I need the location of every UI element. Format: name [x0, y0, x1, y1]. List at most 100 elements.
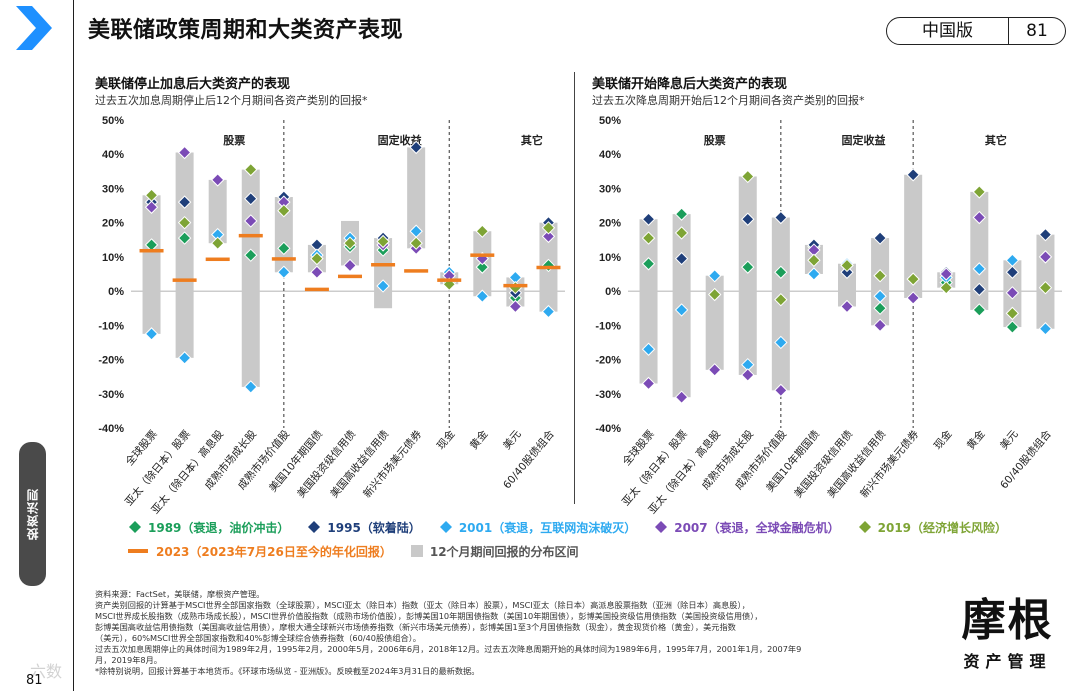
marker-1995 — [873, 231, 887, 245]
range-bar — [208, 179, 227, 244]
marker-2007 — [1038, 250, 1053, 264]
marker-2001 — [376, 279, 390, 293]
legend-item-2023: 2023（2023年7月26日至今的年化回报） — [128, 543, 392, 560]
y-tick-label: 10% — [102, 252, 124, 264]
x-tick-label: 美国高收益信用债 — [824, 428, 888, 501]
marker-2001 — [972, 262, 987, 276]
page-title: 美联储政策周期和大类资产表现 — [88, 18, 404, 43]
marker-2019 — [674, 226, 689, 240]
marker-2001 — [641, 342, 656, 356]
marker-2007 — [641, 376, 656, 391]
y-tick-label: -10% — [98, 320, 124, 332]
marker-2023 — [371, 263, 396, 267]
marker-2019 — [840, 258, 854, 273]
jpmorgan-logo: 摩根 资产管理 — [950, 596, 1065, 672]
marker-2007 — [244, 214, 258, 228]
marker-2007 — [939, 267, 953, 281]
chart-1: 50% 40% 30% 20% 10% 0% -10% -20% -30% -40% 股票 固定收益 其… — [595, 115, 1062, 516]
logo-main: 摩根 — [961, 595, 1054, 646]
legend-label-range: 12个月期间回报的分布区间 — [429, 544, 579, 559]
marker-2019 — [774, 292, 788, 307]
marker-2019 — [972, 185, 987, 199]
y-tick-label: -20% — [98, 355, 124, 367]
legend-diamond-shape — [655, 521, 668, 533]
legend-label-1989: 1989（衰退，油价冲击） — [148, 520, 290, 535]
legend-item-range: 12个月期间回报的分布区间 — [410, 543, 579, 560]
group-label: 其它 — [521, 133, 543, 147]
marker-2019 — [244, 162, 258, 177]
marker-2019 — [906, 272, 920, 286]
note-line: 月，2019年8月。 — [95, 655, 162, 665]
marker-1989 — [674, 207, 689, 221]
legend-diamond-1989-icon — [129, 521, 141, 533]
marker-2007 — [343, 258, 357, 273]
group-label: 其它 — [985, 133, 1007, 147]
legend-item-2019: 2019（经济增长风险） — [858, 519, 1007, 536]
y-tick-label: 30% — [102, 183, 124, 195]
marker-2019 — [741, 169, 755, 184]
marker-1995 — [774, 210, 788, 225]
marker-2007 — [674, 390, 689, 404]
marker-2019 — [376, 234, 390, 249]
x-tick-label: 新兴市场美元债券 — [857, 427, 921, 500]
marker-2023 — [205, 257, 230, 262]
legend-diamond-2019-icon — [858, 521, 871, 533]
marker-1989 — [641, 257, 656, 271]
x-tick-label: 黄金 — [467, 427, 491, 452]
y-tick-label: -20% — [595, 355, 621, 367]
x-tick-label: 美国高收益信用债 — [327, 428, 391, 501]
y-tick-label: 50% — [599, 115, 621, 127]
header-vertical-rule — [73, 0, 74, 691]
marker-2023 — [470, 253, 495, 257]
range-bar — [705, 275, 724, 370]
marker-2007 — [774, 383, 788, 398]
marker-2001 — [244, 380, 258, 394]
y-tick-label: 40% — [102, 149, 124, 161]
y-tick-label: -40% — [595, 423, 621, 435]
range-bar — [639, 219, 658, 384]
marker-2019 — [210, 236, 225, 250]
legend-label-2023: 2023（2023年7月26日至今的年化回报） — [156, 544, 392, 559]
y-tick-label: 40% — [599, 149, 621, 161]
marker-2007 — [972, 210, 987, 225]
legend-diamond-2001-icon — [439, 521, 452, 533]
marker-2007 — [873, 318, 887, 333]
marker-2023 — [338, 274, 362, 279]
marker-2023 — [536, 265, 561, 270]
right-chart-subtitle: 过去五次降息周期开始后12个月期间各资产类别的回报* — [592, 94, 865, 107]
marker-2007 — [508, 299, 523, 314]
marker-2001 — [475, 289, 490, 303]
edition-badge: 中国版 81 — [886, 17, 1066, 45]
logo-sub: 资产管理 — [963, 652, 1052, 671]
marker-2007 — [177, 145, 192, 160]
marker-1989 — [177, 231, 192, 245]
y-tick-label: -30% — [595, 389, 621, 401]
marker-1989 — [972, 303, 987, 317]
marker-2023 — [437, 278, 462, 282]
right-chart-title: 美联储开始降息后大类资产的表现 — [592, 77, 788, 92]
x-tick-label: 美国投资级信用债 — [294, 428, 358, 501]
x-tick-label: 美元 — [500, 427, 524, 452]
range-bar — [142, 195, 161, 334]
marker-2019 — [409, 236, 423, 250]
x-tick-label: 现金 — [931, 427, 955, 452]
side-tab-investment-rules[interactable]: 投资法则 — [19, 442, 46, 586]
marker-2019 — [177, 215, 192, 230]
footer-page-number: 81 — [26, 673, 43, 688]
range-bar — [241, 169, 260, 387]
legend-item-1989: 1989（衰退，油价冲击） — [128, 519, 289, 536]
marker-1995 — [741, 212, 755, 226]
marker-2001 — [1038, 322, 1053, 336]
range-bar — [970, 191, 989, 310]
legend-diamond-shape — [439, 521, 452, 533]
marker-2007 — [310, 265, 324, 279]
note-line: MSCI世界成长股指数（成熟市场成长股），MSCI世界价值股指数（成熟市场价值股… — [95, 611, 763, 621]
note-line: *除特别说明，回报计算基于本地货币。《环球市场纵览 - 亚洲版》。反映截至202… — [95, 666, 480, 676]
legend-line-2023-icon — [128, 549, 148, 553]
marker-2019 — [310, 251, 324, 266]
edition-label: 中国版 — [887, 18, 1009, 44]
marker-2001 — [177, 351, 192, 365]
x-tick-label: 美元 — [997, 427, 1021, 452]
legend-label-2007: 2007（衰退，全球金融危机） — [674, 520, 840, 535]
marker-1989 — [475, 260, 490, 274]
